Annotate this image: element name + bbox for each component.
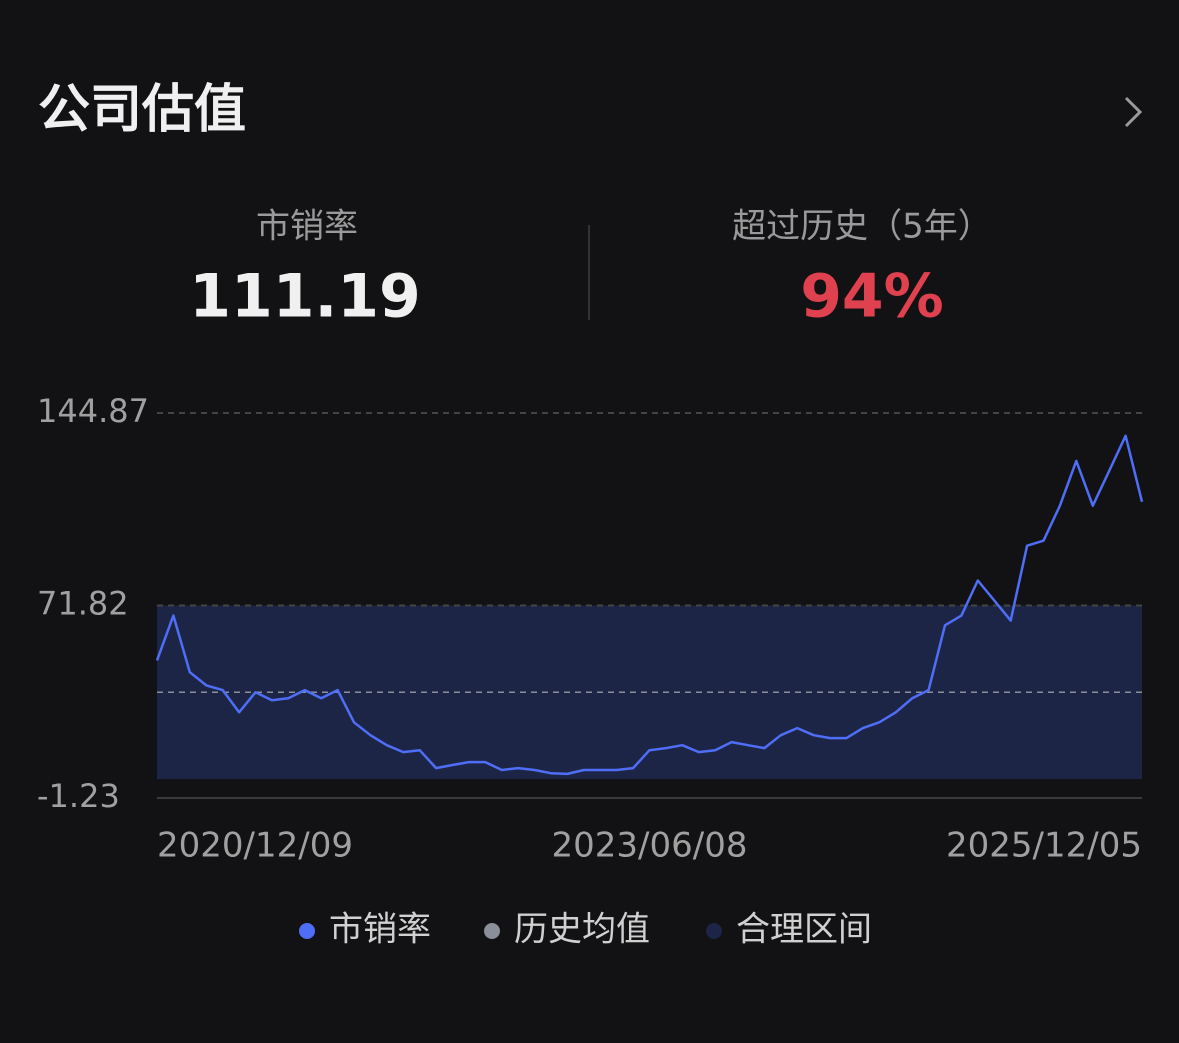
metric-label: 市销率 (256, 207, 358, 247)
y-tick-label: 71.82 (37, 585, 129, 623)
y-tick-label: 144.87 (37, 392, 149, 430)
x-tick-label: 2025/12/05 (946, 826, 1142, 866)
legend-label: 市销率 (329, 910, 431, 950)
legend-dot (706, 923, 722, 939)
metric-value: 111.19 (189, 262, 421, 332)
metric-label: 超过历史（5年） (732, 207, 992, 247)
card-title: 公司估值 (38, 80, 246, 140)
legend-label: 合理区间 (736, 910, 872, 950)
legend-dot (299, 923, 315, 939)
legend-dot (484, 923, 500, 939)
metric-value: 94% (800, 262, 944, 332)
legend-label: 历史均值 (514, 910, 650, 950)
y-tick-label: -1.23 (37, 777, 120, 815)
more-chevron[interactable] (1124, 96, 1143, 128)
x-tick-label: 2020/12/09 (157, 826, 353, 866)
series-line (155, 434, 1144, 776)
x-tick-label: 2023/06/08 (552, 826, 748, 866)
